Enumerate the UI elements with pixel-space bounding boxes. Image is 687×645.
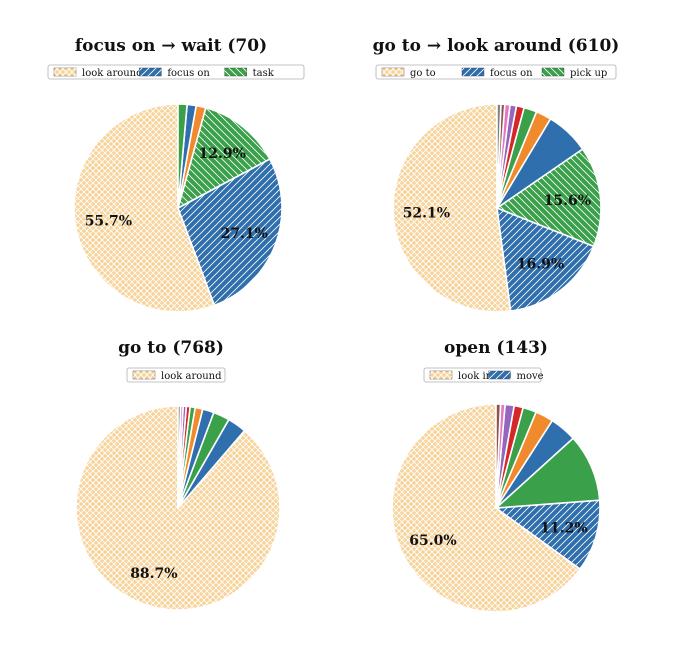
pie-slice-minor-5: [177, 103, 189, 209]
pie-slice-focus-on-hatch: [178, 159, 283, 306]
legend-label-task: task: [253, 68, 275, 79]
legend: look around focus on task: [47, 64, 305, 80]
chart-title: focus on → wait (70): [75, 36, 267, 56]
legend-label-focus-on: focus on: [490, 68, 533, 79]
slice-percent-label: 65.0%: [409, 533, 456, 549]
legend-frame: [423, 367, 542, 383]
slice-percent-label: 11.2%: [540, 520, 587, 536]
legend: look around: [126, 367, 226, 383]
chart-title: go to (768): [118, 338, 224, 358]
legend-label-pick-up: pick up: [570, 68, 607, 79]
legend-swatch-hatch: [542, 68, 564, 76]
legend-swatch-hatch: [54, 68, 76, 76]
legend-swatch-hatch: [462, 68, 484, 76]
pie-chart-go-to: go to (768) 88.7% look around: [75, 338, 281, 611]
legend-label-go-to: go to: [410, 68, 436, 79]
slice-percent-label: 52.1%: [403, 206, 450, 222]
pie-slice-minor-9: [495, 403, 502, 509]
legend-swatch-hatch: [488, 371, 511, 379]
chart-title: open (143): [444, 338, 548, 358]
pie-slice-minor-10: [496, 103, 502, 209]
legend-swatch-hatch: [133, 371, 155, 379]
pie-chart-go-to-look-around: go to → look around (610) 52.1% 16.9% 15.6…: [373, 36, 620, 313]
pie-slice-task-hatch: [178, 107, 270, 208]
slice-percent-label: 16.9%: [517, 257, 564, 273]
legend-swatch-hatch: [382, 68, 404, 76]
pie-slice-minor-9: [177, 405, 182, 509]
chart-title: go to → look around (610): [373, 36, 620, 56]
pie-slice-pick-up-hatch: [497, 149, 602, 247]
legend-label-look-in: look in: [458, 371, 493, 382]
legend-label-look-around: look around: [161, 371, 222, 382]
pie-slice-move-hatch: [496, 500, 600, 570]
pie-chart-open: open (143) 65.0% 11.2% look in move: [391, 338, 601, 613]
pie-slice-focus-on-hatch: [497, 208, 594, 312]
pie-slices: [392, 103, 602, 313]
legend: look in move: [423, 367, 544, 383]
legend-swatch-hatch: [430, 371, 452, 379]
slice-percent-label: 15.6%: [544, 193, 591, 209]
pie-slices: [391, 403, 601, 613]
pie-slices: [73, 103, 283, 313]
slice-percent-label: 88.7%: [130, 566, 177, 582]
pie-slice-look-around-hatch: [74, 104, 215, 312]
pie-slices: [75, 405, 281, 611]
legend-swatch-hatch: [224, 68, 247, 76]
pie-chart-focus-on-wait: focus on → wait (70) 55.7% 27.1% 12.9% look…: [47, 36, 305, 313]
legend: go to focus on pick up: [375, 64, 617, 80]
legend-label-focus-on: focus on: [167, 68, 210, 79]
pie-slice-go-to-hatch: [393, 104, 511, 312]
slice-percent-label: 12.9%: [198, 146, 245, 162]
slice-percent-label: 55.7%: [85, 214, 132, 230]
legend-label-look-around: look around: [82, 68, 143, 79]
pie-slice-look-in-hatch: [392, 404, 581, 612]
slice-percent-label: 27.1%: [220, 226, 267, 242]
legend-label-move: move: [517, 371, 544, 382]
legend-swatch-hatch: [139, 68, 162, 76]
pie-slice-minor-2: [493, 437, 601, 509]
